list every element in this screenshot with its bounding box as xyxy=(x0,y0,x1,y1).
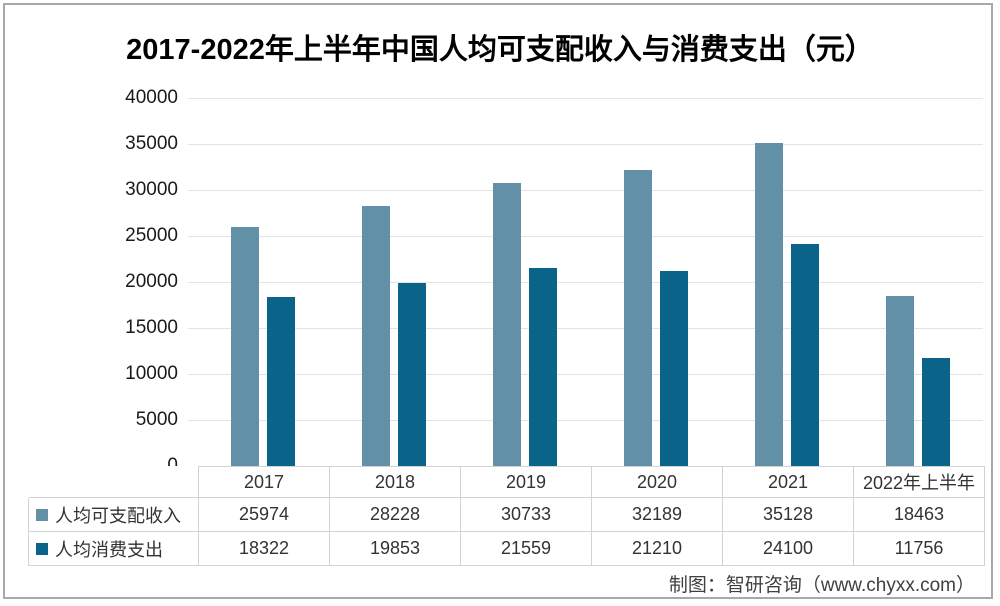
category-cell: 2018 xyxy=(330,467,460,497)
bar-人均可支配收入-2021 xyxy=(754,143,783,466)
border-patch xyxy=(28,466,29,498)
gridlines xyxy=(188,98,983,466)
bar-人均消费支出-2022年上半年 xyxy=(921,358,950,466)
gridline xyxy=(188,420,983,421)
chart-title: 2017-2022年上半年中国人均可支配收入与消费支出（元） xyxy=(126,34,874,66)
category-cell: 2022年上半年 xyxy=(854,467,984,497)
bar-人均消费支出-2021 xyxy=(790,244,819,466)
category-cell: 2020 xyxy=(592,467,722,497)
value-cell: 19853 xyxy=(330,532,460,565)
bar-人均消费支出-2020 xyxy=(659,271,688,466)
category-cell: 2017 xyxy=(199,467,329,497)
legend-label: 人均消费支出 xyxy=(55,539,163,560)
value-cell: 24100 xyxy=(723,532,853,565)
value-cell: 18322 xyxy=(199,532,329,565)
y-axis-labels: 0 5000 10000 15000 20000 25000 30000 35000 40000 xyxy=(0,87,178,476)
value-cell: 28228 xyxy=(330,498,460,531)
bar-group-2019 xyxy=(459,98,590,466)
gridline xyxy=(188,144,983,145)
y-tick-label: 35000 xyxy=(125,133,178,154)
y-tick-label: 25000 xyxy=(125,225,178,246)
data-table: 2017 2018 2019 2020 2021 2022年上半年人均可支配收入 25974… xyxy=(28,466,985,566)
y-tick-label: 20000 xyxy=(125,271,178,292)
y-tick-label: 10000 xyxy=(125,363,178,384)
value-cell: 35128 xyxy=(723,498,853,531)
bar-groups xyxy=(197,98,983,466)
category-cell: 2021 xyxy=(723,467,853,497)
value-cell: 18463 xyxy=(854,498,984,531)
y-tick-label: 40000 xyxy=(125,87,178,108)
bar-人均可支配收入-2019 xyxy=(492,183,521,466)
gridline xyxy=(188,236,983,237)
legend-label: 人均可支配收入 xyxy=(55,505,181,526)
legend-swatch-icon xyxy=(36,508,48,521)
gridline xyxy=(188,98,983,99)
bar-人均消费支出-2018 xyxy=(397,283,426,466)
value-cell: 30733 xyxy=(461,498,591,531)
y-tick-label: 5000 xyxy=(135,409,178,430)
value-cell: 25974 xyxy=(199,498,329,531)
value-cell: 11756 xyxy=(854,532,984,565)
legend-cell: 人均可支配收入 xyxy=(29,498,198,531)
gridline xyxy=(188,328,983,329)
gridline xyxy=(188,374,983,375)
y-tick-label: 0 xyxy=(0,455,178,477)
bar-人均可支配收入-2022年上半年 xyxy=(885,296,914,466)
bar-人均消费支出-2019 xyxy=(528,268,557,466)
bar-人均消费支出-2017 xyxy=(266,297,295,466)
category-cell: 2019 xyxy=(461,467,591,497)
legend-cell: 人均消费支出 xyxy=(29,532,198,565)
gridline xyxy=(188,282,983,283)
border-patch xyxy=(28,466,198,467)
value-cell: 21559 xyxy=(461,532,591,565)
gridline xyxy=(188,190,983,191)
y-tick-label: 15000 xyxy=(125,317,178,338)
credit-text: 制图：智研咨询（www.chyxx.com） xyxy=(668,575,975,596)
bar-group-2021 xyxy=(721,98,852,466)
bar-人均可支配收入-2020 xyxy=(623,170,652,466)
bar-group-2022年上半年 xyxy=(852,98,983,466)
bar-人均可支配收入-2018 xyxy=(361,206,390,466)
value-cell: 21210 xyxy=(592,532,722,565)
bar-人均可支配收入-2017 xyxy=(230,227,259,466)
y-tick-label: 30000 xyxy=(125,179,178,200)
bar-group-2018 xyxy=(328,98,459,466)
legend-swatch-icon xyxy=(36,542,48,555)
table-corner-spacer xyxy=(29,467,198,497)
bar-group-2017 xyxy=(197,98,328,466)
bar-group-2020 xyxy=(590,98,721,466)
value-cell: 32189 xyxy=(592,498,722,531)
